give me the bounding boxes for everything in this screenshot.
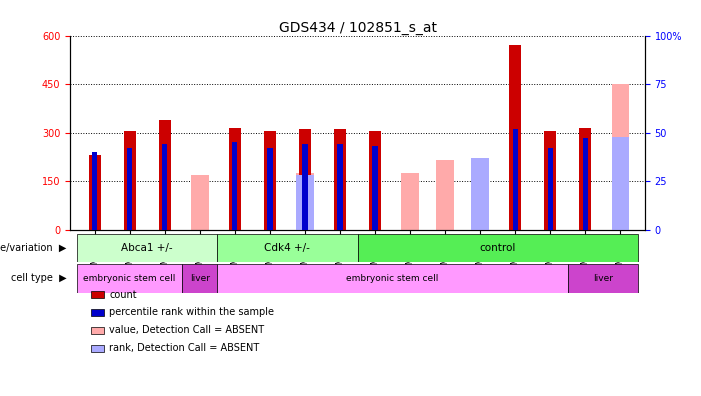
Bar <box>77 234 217 262</box>
Bar <box>611 137 629 230</box>
Bar <box>358 234 638 262</box>
Bar <box>568 264 638 293</box>
Bar <box>611 84 629 230</box>
Bar <box>544 131 557 230</box>
Text: Abca1 +/-: Abca1 +/- <box>121 243 173 253</box>
Bar <box>77 264 182 293</box>
Text: control: control <box>479 243 516 253</box>
Bar <box>334 129 346 230</box>
Text: rank, Detection Call = ABSENT: rank, Detection Call = ABSENT <box>109 343 259 353</box>
Bar <box>471 158 489 230</box>
Bar <box>372 146 378 230</box>
Text: liver: liver <box>190 274 210 283</box>
Bar <box>401 173 418 230</box>
Bar <box>264 131 276 230</box>
Bar <box>162 144 168 230</box>
Text: percentile rank within the sample: percentile rank within the sample <box>109 307 274 318</box>
Bar <box>547 148 553 230</box>
Bar <box>436 160 454 230</box>
Bar <box>229 128 241 230</box>
Bar <box>88 155 101 230</box>
Bar <box>92 152 97 230</box>
Text: count: count <box>109 289 137 300</box>
Bar <box>217 234 358 262</box>
Bar <box>471 160 489 230</box>
Bar <box>158 120 171 230</box>
Bar <box>127 148 132 230</box>
Bar <box>123 131 136 230</box>
Bar <box>232 142 238 230</box>
Text: liver: liver <box>593 274 613 283</box>
Bar <box>297 175 314 230</box>
Text: embryonic stem cell: embryonic stem cell <box>83 274 176 283</box>
Title: GDS434 / 102851_s_at: GDS434 / 102851_s_at <box>278 21 437 34</box>
Text: cell type  ▶: cell type ▶ <box>11 273 67 284</box>
Bar <box>217 264 568 293</box>
Text: genotype/variation  ▶: genotype/variation ▶ <box>0 243 67 253</box>
Bar <box>579 128 592 230</box>
Bar <box>191 175 209 230</box>
Bar <box>182 264 217 293</box>
Text: value, Detection Call = ABSENT: value, Detection Call = ABSENT <box>109 325 264 335</box>
Bar <box>297 173 314 230</box>
Bar <box>369 131 381 230</box>
Text: embryonic stem cell: embryonic stem cell <box>346 274 439 283</box>
Bar <box>267 148 273 230</box>
Text: Cdk4 +/-: Cdk4 +/- <box>264 243 311 253</box>
Bar <box>299 129 311 230</box>
Bar <box>512 129 518 230</box>
Bar <box>302 144 308 230</box>
Bar <box>337 144 343 230</box>
Bar <box>583 139 588 230</box>
Bar <box>509 46 522 230</box>
